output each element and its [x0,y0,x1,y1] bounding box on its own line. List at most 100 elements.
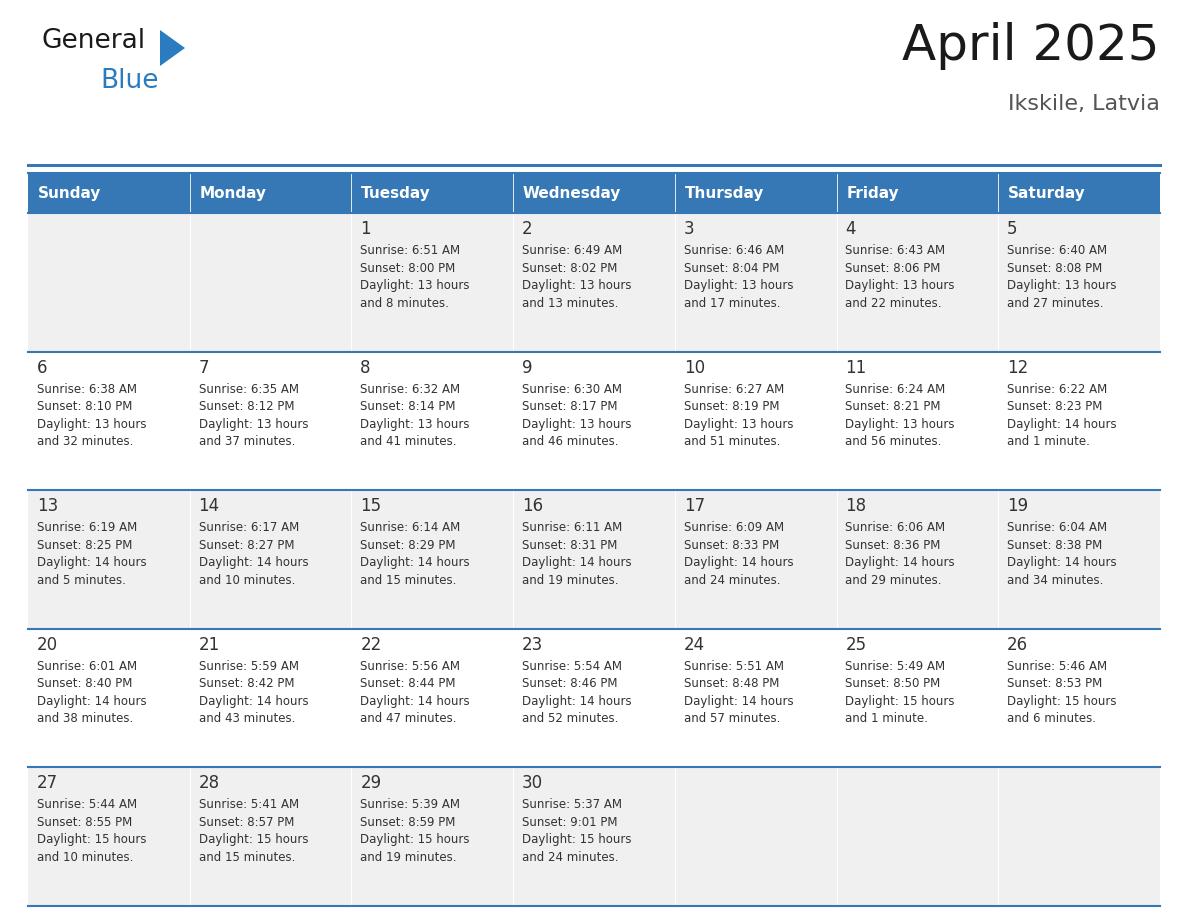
Text: 15: 15 [360,498,381,515]
Bar [998,173,1159,213]
Text: Sunset: 8:42 PM: Sunset: 8:42 PM [198,677,295,690]
Text: and 51 minutes.: and 51 minutes. [684,435,781,448]
Text: Sunset: 8:40 PM: Sunset: 8:40 PM [37,677,132,690]
Text: Sunset: 8:10 PM: Sunset: 8:10 PM [37,400,132,413]
Text: Friday: Friday [846,185,899,200]
Text: Sunrise: 5:44 AM: Sunrise: 5:44 AM [37,799,137,812]
Text: Sunrise: 6:22 AM: Sunrise: 6:22 AM [1007,383,1107,396]
Text: Sunset: 8:55 PM: Sunset: 8:55 PM [37,816,132,829]
Text: and 13 minutes.: and 13 minutes. [522,297,619,309]
Text: and 19 minutes.: and 19 minutes. [360,851,457,864]
Bar [29,629,190,767]
Text: Sunrise: 6:14 AM: Sunrise: 6:14 AM [360,521,461,534]
Text: 3: 3 [684,220,694,238]
Text: Daylight: 14 hours: Daylight: 14 hours [1007,418,1117,431]
Text: and 46 minutes.: and 46 minutes. [522,435,619,448]
Text: Daylight: 14 hours: Daylight: 14 hours [360,695,470,708]
Text: 24: 24 [684,636,704,654]
Text: and 56 minutes.: and 56 minutes. [846,435,942,448]
Text: 27: 27 [37,775,58,792]
Text: Daylight: 15 hours: Daylight: 15 hours [1007,695,1117,708]
Text: and 1 minute.: and 1 minute. [1007,435,1091,448]
Text: and 10 minutes.: and 10 minutes. [37,851,133,864]
Text: Daylight: 13 hours: Daylight: 13 hours [360,418,469,431]
Text: and 19 minutes.: and 19 minutes. [522,574,619,587]
Bar [836,173,998,213]
Text: Sunset: 8:08 PM: Sunset: 8:08 PM [1007,262,1102,274]
Text: Sunset: 8:19 PM: Sunset: 8:19 PM [684,400,779,413]
Text: Sunday: Sunday [38,185,101,200]
Text: 17: 17 [684,498,704,515]
Text: Sunset: 8:46 PM: Sunset: 8:46 PM [522,677,618,690]
Text: 21: 21 [198,636,220,654]
Text: April 2025: April 2025 [903,22,1159,70]
Bar [352,767,513,906]
Text: Sunrise: 6:19 AM: Sunrise: 6:19 AM [37,521,137,534]
Text: Daylight: 13 hours: Daylight: 13 hours [522,418,632,431]
Text: Thursday: Thursday [684,185,764,200]
Text: and 41 minutes.: and 41 minutes. [360,435,457,448]
Text: Sunrise: 6:24 AM: Sunrise: 6:24 AM [846,383,946,396]
Text: and 52 minutes.: and 52 minutes. [522,712,619,725]
Bar [29,767,190,906]
Text: Sunset: 8:04 PM: Sunset: 8:04 PM [684,262,779,274]
Bar [513,213,675,352]
Text: Daylight: 15 hours: Daylight: 15 hours [846,695,955,708]
Bar [352,490,513,629]
Text: and 22 minutes.: and 22 minutes. [846,297,942,309]
Text: Sunrise: 6:46 AM: Sunrise: 6:46 AM [684,244,784,257]
Text: Sunset: 8:33 PM: Sunset: 8:33 PM [684,539,779,552]
Text: Sunset: 8:23 PM: Sunset: 8:23 PM [1007,400,1102,413]
Text: 5: 5 [1007,220,1018,238]
Bar [190,629,352,767]
Text: 28: 28 [198,775,220,792]
Bar [836,767,998,906]
Text: Daylight: 13 hours: Daylight: 13 hours [522,279,632,292]
Text: Sunset: 8:25 PM: Sunset: 8:25 PM [37,539,132,552]
Text: Daylight: 14 hours: Daylight: 14 hours [684,556,794,569]
Bar [29,213,190,352]
Polygon shape [160,30,185,66]
Bar [190,352,352,490]
Text: Daylight: 15 hours: Daylight: 15 hours [522,834,632,846]
Text: 18: 18 [846,498,866,515]
Text: Sunrise: 5:56 AM: Sunrise: 5:56 AM [360,660,460,673]
Text: and 32 minutes.: and 32 minutes. [37,435,133,448]
Bar [675,629,836,767]
Bar [352,629,513,767]
Text: and 15 minutes.: and 15 minutes. [360,574,456,587]
Text: 10: 10 [684,359,704,376]
Text: Daylight: 15 hours: Daylight: 15 hours [37,834,146,846]
Text: 12: 12 [1007,359,1029,376]
Text: Daylight: 14 hours: Daylight: 14 hours [846,556,955,569]
Text: Sunrise: 5:51 AM: Sunrise: 5:51 AM [684,660,784,673]
Bar [836,352,998,490]
Text: 7: 7 [198,359,209,376]
Text: Sunset: 8:12 PM: Sunset: 8:12 PM [198,400,295,413]
Text: and 37 minutes.: and 37 minutes. [198,435,295,448]
Bar [675,767,836,906]
Bar [836,629,998,767]
Bar [675,490,836,629]
Text: Daylight: 14 hours: Daylight: 14 hours [37,695,146,708]
Text: Sunrise: 5:59 AM: Sunrise: 5:59 AM [198,660,298,673]
Text: Sunrise: 6:43 AM: Sunrise: 6:43 AM [846,244,946,257]
Text: 9: 9 [522,359,532,376]
Text: 19: 19 [1007,498,1029,515]
Text: and 43 minutes.: and 43 minutes. [198,712,295,725]
Text: Sunrise: 5:39 AM: Sunrise: 5:39 AM [360,799,460,812]
Bar [29,173,190,213]
Text: Saturday: Saturday [1007,185,1086,200]
Text: Sunrise: 6:51 AM: Sunrise: 6:51 AM [360,244,461,257]
Text: Sunset: 8:00 PM: Sunset: 8:00 PM [360,262,455,274]
Text: Daylight: 15 hours: Daylight: 15 hours [360,834,469,846]
Text: Daylight: 14 hours: Daylight: 14 hours [198,556,308,569]
Text: Sunset: 8:02 PM: Sunset: 8:02 PM [522,262,618,274]
Text: and 15 minutes.: and 15 minutes. [198,851,295,864]
Bar [836,490,998,629]
Bar [352,173,513,213]
Text: and 10 minutes.: and 10 minutes. [198,574,295,587]
Text: Sunset: 8:48 PM: Sunset: 8:48 PM [684,677,779,690]
Text: 30: 30 [522,775,543,792]
Text: and 27 minutes.: and 27 minutes. [1007,297,1104,309]
